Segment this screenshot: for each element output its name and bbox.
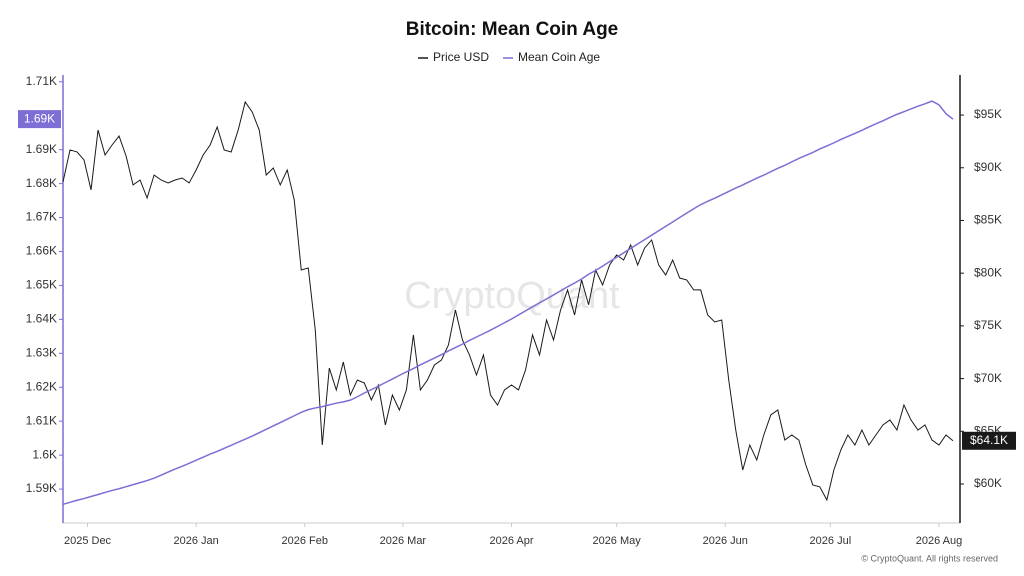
footer: © CryptoQuant. All rights reserved (861, 553, 998, 563)
y-tick-label: 1.63K (26, 345, 57, 359)
y-tick-label: 1.67K (26, 210, 57, 224)
y2-tick-label: $60K (974, 476, 1002, 490)
y-tick-label: 1.65K (26, 278, 57, 292)
chart-title: Bitcoin: Mean Coin Age (406, 19, 619, 40)
y-tick-label: 1.6K (32, 447, 57, 461)
y2-tick-label: $90K (974, 160, 1002, 174)
legend-label: Price USD (433, 50, 489, 64)
watermark: CryptoQuant (404, 275, 620, 317)
x-tick-label: 2026 Jan (174, 535, 219, 547)
last-value-label: $64.1K (970, 433, 1008, 447)
y2-tick-label: $85K (974, 213, 1002, 227)
y-tick-label: 1.59K (26, 481, 57, 495)
last-value-box (962, 431, 1016, 450)
y-tick-label: 1.61K (26, 413, 57, 427)
last-value-box (18, 110, 61, 129)
y2-tick-label: $80K (974, 265, 1002, 279)
y-tick-label: 1.68K (26, 176, 57, 190)
x-tick-label: 2026 Apr (489, 535, 533, 547)
y-tick-label: 1.66K (26, 244, 57, 258)
y2-tick-label: $75K (974, 318, 1002, 332)
y-tick-label: 1.64K (26, 312, 57, 326)
x-tick-label: 2026 May (592, 535, 641, 547)
y-tick-label: 1.69K (26, 142, 57, 156)
y-tick-label: 1.62K (26, 379, 57, 393)
y2-tick-label: $95K (974, 107, 1002, 121)
y-tick-label: 1.71K (26, 74, 57, 88)
x-tick-label: 2026 Feb (282, 535, 328, 547)
y2-tick-label: $70K (974, 371, 1002, 385)
last-value-label: 1.69K (24, 111, 55, 125)
legend-label: Mean Coin Age (518, 50, 600, 64)
x-tick-label: 2026 Jul (810, 535, 852, 547)
x-tick-label: 2025 Dec (64, 535, 112, 547)
series-line (62, 100, 954, 502)
x-tick-label: 2026 Jun (703, 535, 748, 547)
x-tick-label: 2026 Aug (916, 535, 963, 547)
x-tick-label: 2026 Mar (380, 535, 427, 547)
series-line (62, 100, 954, 506)
